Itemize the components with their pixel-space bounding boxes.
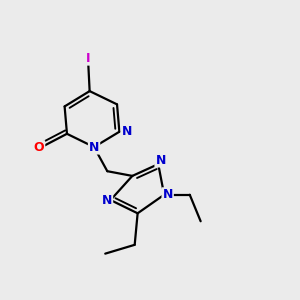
Text: N: N (155, 154, 166, 166)
Text: I: I (86, 52, 90, 64)
Text: N: N (163, 188, 173, 201)
Text: O: O (34, 141, 44, 154)
Text: N: N (102, 194, 112, 207)
Text: N: N (122, 125, 132, 138)
Text: N: N (89, 141, 99, 154)
